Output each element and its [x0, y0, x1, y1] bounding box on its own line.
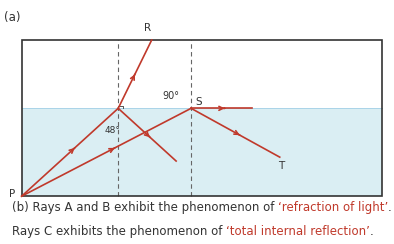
Text: ‘refraction of light’: ‘refraction of light’ — [278, 201, 388, 214]
Text: S: S — [195, 98, 202, 107]
Text: 90°: 90° — [162, 91, 179, 101]
Bar — [22, 40, 382, 196]
Text: R: R — [144, 23, 151, 33]
Text: 48°: 48° — [104, 126, 120, 135]
Text: P: P — [9, 189, 15, 199]
Text: (b) Rays A and B exhibit the phenomenon of: (b) Rays A and B exhibit the phenomenon … — [12, 201, 278, 214]
Bar — [22, 108, 382, 196]
Text: ‘total internal reflection’: ‘total internal reflection’ — [226, 225, 370, 238]
Text: .: . — [370, 225, 374, 238]
Text: (a): (a) — [4, 11, 20, 24]
Text: Rays C exhibits the phenomenon of: Rays C exhibits the phenomenon of — [12, 225, 226, 238]
Text: T: T — [278, 161, 284, 171]
Text: .: . — [388, 201, 392, 214]
